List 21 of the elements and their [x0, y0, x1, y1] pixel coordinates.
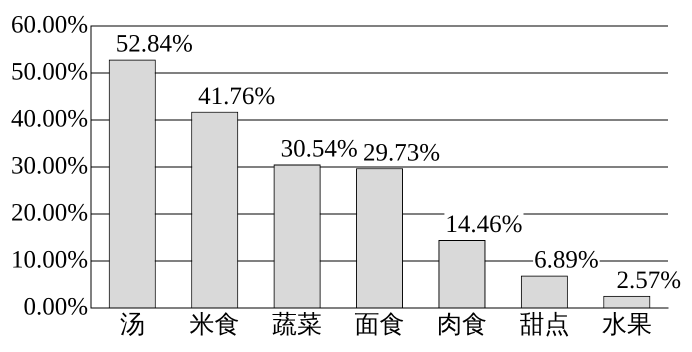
- x-tick-label: 蔬菜: [272, 312, 322, 339]
- data-label: 2.57%: [616, 266, 682, 294]
- y-tick-label: 60.00%: [10, 12, 88, 39]
- y-tick-label: 50.00%: [10, 58, 88, 86]
- x-tick-label: 汤: [120, 312, 145, 339]
- data-label: 52.84%: [116, 30, 193, 58]
- y-tick-label: 0.00%: [23, 294, 88, 321]
- y-tick-label: 20.00%: [10, 200, 88, 227]
- x-tick-label: 甜点: [519, 312, 570, 339]
- data-label: 41.76%: [198, 82, 276, 110]
- data-label: 6.89%: [534, 246, 599, 274]
- x-tick-label: 米食: [190, 312, 240, 339]
- y-tick-label: 30.00%: [10, 152, 88, 180]
- y-tick-label: 10.00%: [10, 246, 88, 274]
- x-tick-label: 水果: [602, 312, 652, 339]
- x-tick-label: 面食: [354, 312, 405, 339]
- data-label: 29.73%: [363, 139, 440, 166]
- data-label: 14.46%: [445, 211, 522, 238]
- y-tick-label: 40.00%: [10, 106, 88, 133]
- x-tick-label: 肉食: [436, 312, 487, 339]
- data-label: 30.54%: [280, 136, 358, 163]
